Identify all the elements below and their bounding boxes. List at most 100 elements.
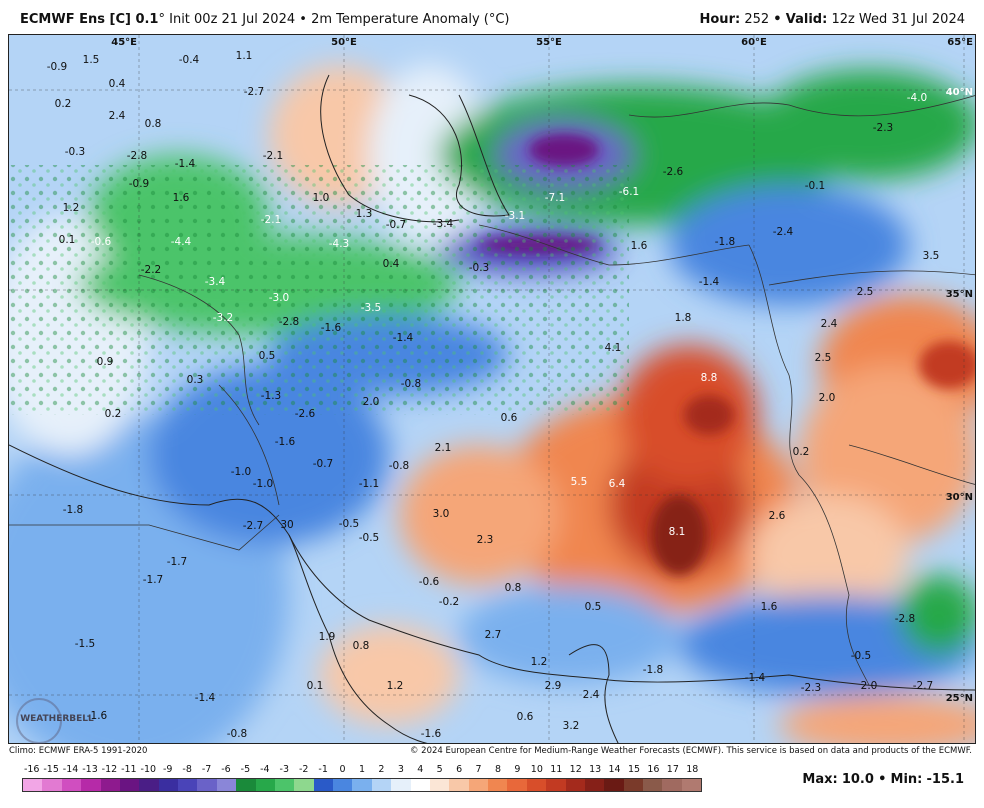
colorbar-segment	[546, 779, 566, 791]
anomaly-value-label: -0.8	[401, 378, 422, 390]
anomaly-value-label: -4.0	[907, 92, 928, 104]
anomaly-value-label: -2.7	[913, 680, 934, 692]
anomaly-value-label: 1.5	[83, 54, 100, 66]
anomaly-value-label: -1.0	[231, 466, 252, 478]
anomaly-value-label: -2.7	[243, 520, 264, 532]
colorbar-segment	[216, 779, 237, 791]
colorbar-tick-label: -7	[201, 764, 212, 775]
anomaly-value-label: -2.8	[895, 613, 916, 625]
anomaly-value-label: 3.5	[923, 250, 940, 262]
grid-labels: 45°E 50°E 55°E 60°E 65°E 40°N 35°N 30°N 25°N	[111, 37, 973, 704]
anomaly-value-label: 1.3	[356, 208, 373, 220]
anomaly-value-label: 0.2	[793, 446, 810, 458]
colorbar-tick-label: 9	[514, 764, 521, 775]
grid-label: 45°E	[111, 37, 137, 48]
anomaly-value-label: 2.0	[819, 392, 836, 404]
grid-label: 35°N	[946, 289, 973, 300]
anomaly-map: 45°E 50°E 55°E 60°E 65°E 40°N 35°N 30°N 25°N -0.…	[9, 35, 975, 743]
anomaly-value-label: 0.2	[55, 98, 72, 110]
field-name: 2m Temperature Anomaly (°C)	[311, 12, 510, 27]
anomaly-value-label: 2.1	[435, 442, 452, 454]
colorbar-tick-label: 10	[530, 764, 543, 775]
colorbar-tick-label: -12	[101, 764, 118, 775]
colorbar-tick-label: 3	[397, 764, 404, 775]
colorbar-segment	[81, 779, 101, 791]
colorbar-segment	[313, 779, 333, 791]
anomaly-value-label: 0.3	[187, 374, 204, 386]
anomaly-value-label: 2.3	[477, 534, 494, 546]
map-title: ECMWF Ens [C] 0.1° Init 00z 21 Jul 2024 …	[20, 12, 510, 27]
colorbar-tick-label: -13	[82, 764, 98, 775]
separator: •	[299, 12, 307, 27]
anomaly-value-label: -2.6	[295, 408, 316, 420]
anomaly-value-label: -1.6	[275, 436, 296, 448]
anomaly-value-label: 1.0	[313, 192, 330, 204]
anomaly-value-label: 0.5	[585, 601, 602, 613]
grid-label: 60°E	[741, 37, 767, 48]
anomaly-value-label: 0.4	[383, 258, 400, 270]
anomaly-value-label: 0.2	[105, 408, 122, 420]
anomaly-value-label: -2.1	[261, 214, 282, 226]
anomaly-value-label: 2.4	[109, 110, 126, 122]
colorbar-tick-label: 0	[339, 764, 346, 775]
colorbar-tick-label: -1	[318, 764, 328, 775]
colorbar-segment	[449, 779, 469, 791]
anomaly-value-label: 8.8	[701, 372, 718, 384]
colorbar-segment	[429, 779, 450, 791]
colorbar-tick-label: -15	[43, 764, 59, 775]
colorbar-segment	[604, 779, 624, 791]
colorbar-segment	[526, 779, 547, 791]
anomaly-value-label: 1.2	[531, 656, 548, 668]
grid-label: 40°N	[946, 87, 973, 98]
grid-label: 30°N	[946, 492, 973, 503]
init-time: Init 00z 21 Jul 2024	[169, 12, 296, 27]
colorbar-segment	[468, 779, 488, 791]
colorbar-tick-label: 11	[550, 764, 563, 775]
anomaly-value-label: -1.4	[745, 672, 766, 684]
colorbar-tick-label: -3	[279, 764, 290, 775]
colorbar-tick-label: -14	[62, 764, 79, 775]
anomaly-value-label: 1.9	[319, 631, 336, 643]
colorbar-tick-label: -10	[140, 764, 157, 775]
anomaly-value-label: -3.0	[269, 292, 290, 304]
valid-label: Valid:	[785, 12, 828, 27]
grid-label: 50°E	[331, 37, 357, 48]
anomaly-value-label: -2.1	[263, 150, 284, 162]
colorbar-tick-label: 17	[666, 764, 679, 775]
anomaly-value-label: -0.1	[805, 180, 826, 192]
anomaly-value-label: -2.8	[127, 150, 148, 162]
colorbar-tick-label: 15	[627, 764, 641, 775]
anomaly-value-label: -7.1	[545, 192, 566, 204]
anomaly-value-label: 1.2	[63, 202, 80, 214]
anomaly-value-label: -3.1	[505, 210, 526, 222]
anomaly-value-label: -0.6	[91, 236, 112, 248]
anomaly-value-label: -4.3	[329, 238, 350, 250]
hour-label: Hour:	[699, 12, 741, 27]
colorbar-tick-label: 8	[494, 764, 502, 775]
colorbar-segment	[643, 779, 663, 791]
colorbar-segment	[507, 779, 527, 791]
anomaly-value-label: 30	[280, 519, 293, 531]
anomaly-value-label: -1.6	[421, 728, 442, 740]
anomaly-value-label: 6.4	[609, 478, 626, 490]
anomaly-value-label: -0.5	[851, 650, 872, 662]
anomaly-value-label: -0.3	[469, 262, 490, 274]
anomaly-value-label: -2.7	[244, 86, 265, 98]
anomaly-value-label: -1.8	[643, 664, 664, 676]
anomaly-value-label: 2.0	[363, 396, 380, 408]
anomaly-value-label: -2.4	[773, 226, 794, 238]
grid-label: 65°E	[947, 37, 973, 48]
anomaly-value-label: -1.5	[75, 638, 96, 650]
coastlines	[9, 74, 975, 743]
forecast-time: Hour: 252 • Valid: 12z Wed 31 Jul 2024	[700, 12, 966, 27]
anomaly-value-label: -2.3	[801, 682, 822, 694]
grid-label: 25°N	[946, 693, 973, 704]
colorbar-segment	[662, 779, 682, 791]
model-name: ECMWF Ens [C] 0.1	[20, 12, 159, 27]
country-borders	[9, 95, 975, 686]
max-min-stats: Max: 10.0 • Min: -15.1	[802, 772, 964, 787]
header: ECMWF Ens [C] 0.1° Init 00z 21 Jul 2024 …	[0, 0, 984, 34]
anomaly-value-label: 0.5	[259, 350, 276, 362]
degree-symbol: °	[158, 12, 165, 27]
anomaly-value-label: 3.0	[433, 508, 450, 520]
